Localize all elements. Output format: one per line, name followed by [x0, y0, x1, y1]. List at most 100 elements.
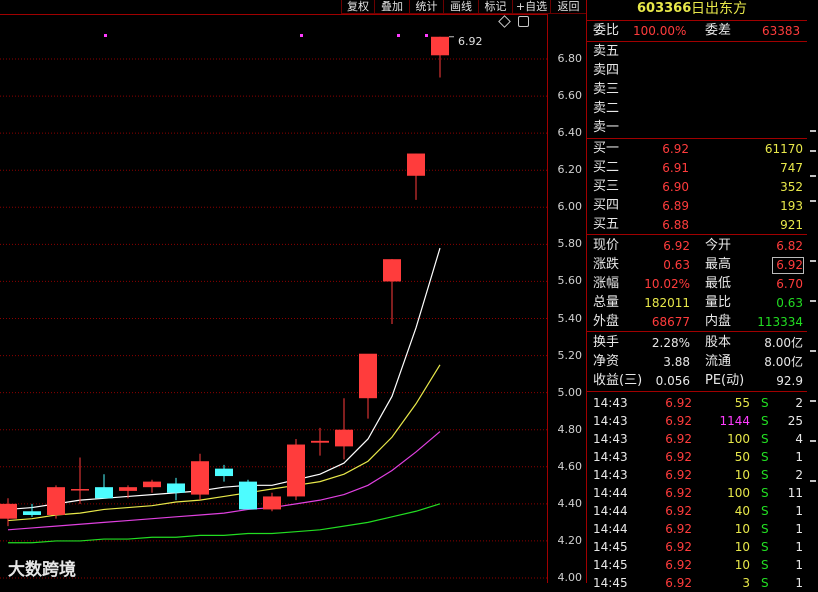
tick-row: 14:44 6.92 100 S 11 — [587, 484, 807, 502]
stock-header: 603366 日出东方 — [587, 0, 807, 19]
price-tick-label: 5.40 — [557, 311, 583, 325]
candle — [47, 487, 65, 515]
stat-label: 内盘 — [705, 314, 732, 329]
ma20-line — [7, 431, 441, 531]
stat-value: 8.00亿 — [764, 336, 803, 350]
draw-line-button[interactable]: 画线 — [443, 0, 478, 14]
price-tick-label: 6.20 — [557, 163, 583, 177]
buy-row: 买三 6.90 352 — [587, 178, 807, 196]
fuquan-button[interactable]: 复权 — [341, 0, 374, 14]
price-tick-label: 6.40 — [557, 126, 583, 140]
settings-icon[interactable] — [518, 16, 529, 27]
candle — [215, 468, 233, 477]
tick-count: 2 — [795, 468, 803, 482]
tick-volume: 100 — [727, 486, 750, 500]
price-tick-label: 4.60 — [557, 459, 583, 473]
buy-row: 买二 6.91 747 — [587, 159, 807, 177]
candlestick-chart[interactable] — [0, 14, 548, 583]
tick-volume: 55 — [734, 396, 750, 410]
stat-row: 外盘 68677 内盘 113334 — [587, 313, 807, 331]
stat-row: 现价 6.92 今开 6.82 — [587, 237, 807, 255]
overlay-button[interactable]: 叠加 — [374, 0, 409, 14]
tick-count: 25 — [787, 414, 803, 428]
sell-label: 卖三 — [593, 82, 620, 97]
stat-value: 0.056 — [655, 374, 690, 388]
stat-label: 最低 — [705, 276, 732, 291]
price-tick-label: 5.00 — [557, 385, 583, 399]
candle — [311, 440, 329, 443]
candle — [383, 259, 401, 282]
tick-row: 14:43 6.92 10 S 2 — [587, 466, 807, 484]
weicha-value: 63383 — [762, 24, 801, 38]
ma60-line — [8, 503, 441, 544]
statistics-button[interactable]: 统计 — [409, 0, 443, 14]
tick-volume: 100 — [727, 432, 750, 446]
buy-volume: 352 — [780, 180, 803, 194]
candle — [0, 503, 17, 519]
tick-price: 6.92 — [665, 486, 692, 500]
sell-row: 卖二 — [587, 100, 807, 118]
quote-panel: 603366 日出东方 委比 100.00% 委差 63383 卖五 卖四 卖三 卖二… — [586, 0, 818, 590]
tick-row: 14:45 6.92 10 S 1 — [587, 556, 807, 574]
tick-time: 14:45 — [593, 540, 628, 554]
tick-volume: 40 — [734, 504, 750, 518]
stat-label: PE(动) — [705, 373, 745, 388]
stat-label: 外盘 — [593, 314, 620, 329]
buy-price: 6.92 — [662, 142, 689, 156]
tick-volume: 10 — [734, 522, 750, 536]
tick-price: 6.92 — [665, 468, 692, 482]
tick-price: 6.92 — [665, 576, 692, 590]
mark-button[interactable]: 标记 — [478, 0, 512, 14]
price-tick-label: 5.60 — [557, 274, 583, 288]
candle — [119, 487, 137, 491]
tick-side: S — [761, 522, 769, 536]
tick-side: S — [761, 486, 769, 500]
tick-side: S — [761, 432, 769, 446]
stat-row: 总量 182011 量比 0.63 — [587, 294, 807, 312]
back-button[interactable]: 返回 — [550, 0, 586, 14]
tick-count: 1 — [795, 576, 803, 590]
stat-label: 股本 — [705, 335, 732, 350]
sell-row: 卖一 — [587, 119, 807, 137]
tick-price: 6.92 — [665, 396, 692, 410]
stat-value: 68677 — [651, 315, 690, 329]
stat-value: 0.63 — [776, 296, 803, 310]
tick-side: S — [761, 468, 769, 482]
stat-label: 流通 — [705, 354, 732, 369]
stat-value: 0.63 — [663, 258, 690, 272]
stat-label: 最高 — [705, 257, 732, 272]
tick-side: S — [761, 540, 769, 554]
sell-row: 卖五 — [587, 43, 807, 61]
candle — [263, 496, 281, 510]
candle — [431, 36, 449, 56]
signal-marker — [300, 34, 303, 37]
weibi-row: 委比 100.00% 委差 63383 — [587, 22, 807, 40]
ma10-line — [7, 364, 441, 522]
fundamental-row: 收益(三) 0.056 PE(动) 92.9 — [587, 372, 807, 390]
price-tick-label: 4.40 — [557, 496, 583, 510]
tick-row: 14:43 6.92 50 S 1 — [587, 448, 807, 466]
tick-volume: 3 — [742, 576, 750, 590]
tick-time: 14:45 — [593, 576, 628, 590]
tick-side: S — [761, 576, 769, 590]
stat-value: 92.9 — [776, 374, 803, 388]
add-watchlist-button[interactable]: +自选 — [512, 0, 550, 14]
tick-time: 14:43 — [593, 450, 628, 464]
sell-row: 卖三 — [587, 81, 807, 99]
tick-volume: 10 — [734, 540, 750, 554]
stat-label: 换手 — [593, 335, 620, 350]
stat-label: 涨跌 — [593, 257, 620, 272]
stat-row: 涨跌 0.63 最高 6.92 — [587, 256, 807, 274]
stat-label: 现价 — [593, 238, 620, 253]
stat-value: 6.82 — [776, 239, 803, 253]
stat-value: 6.92 — [663, 239, 690, 253]
buy-volume: 193 — [780, 199, 803, 213]
stat-value: 3.88 — [663, 355, 690, 369]
tick-time: 14:43 — [593, 468, 628, 482]
tick-side: S — [761, 396, 769, 410]
tick-row: 14:44 6.92 10 S 1 — [587, 520, 807, 538]
tick-row: 14:43 6.92 1144 S 25 — [587, 412, 807, 430]
buy-row: 买四 6.89 193 — [587, 197, 807, 215]
tick-row: 14:44 6.92 40 S 1 — [587, 502, 807, 520]
price-tick-label: 4.00 — [557, 571, 583, 584]
